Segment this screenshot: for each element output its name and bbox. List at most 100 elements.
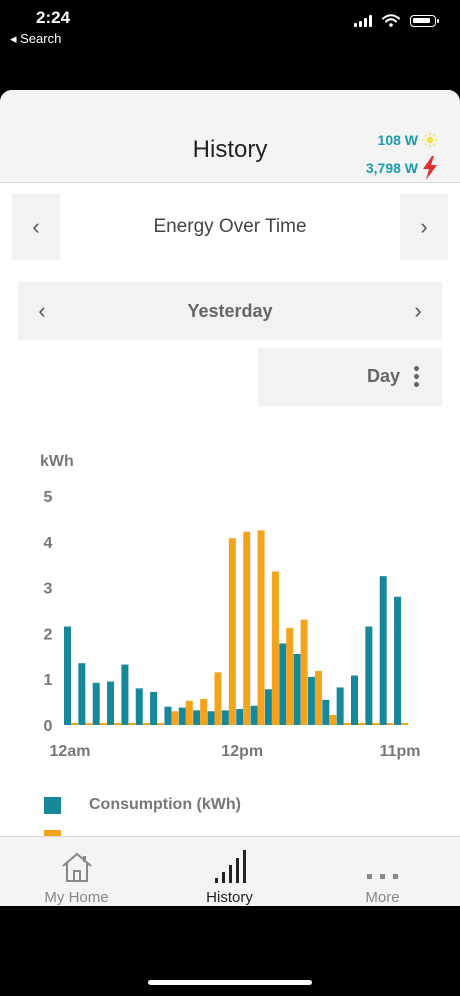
consumption-bar [394,596,402,725]
solar-bar [99,723,107,725]
tab-label-history: History [206,889,253,906]
tab-label-my-home: My Home [44,889,109,906]
tab-bar: My Home History [0,836,460,906]
consumption-bar [164,706,172,725]
consumption-bar [279,643,287,725]
solar-power-readout: 108 W [378,132,438,148]
tab-my-home[interactable]: My Home [0,837,153,906]
solar-bar [358,723,365,725]
period-label: Day [366,366,400,386]
more-options-icon [414,366,420,387]
consumption-bar [307,676,315,725]
x-tick-label: 12am [50,743,91,760]
y-tick-label: 3 [44,581,53,598]
y-axis-label: kWh [40,453,74,470]
x-tick-label: 11pm [380,743,421,760]
solar-bar [128,723,136,725]
legend-label-consumption: Consumption (kWh) [89,796,241,813]
back-to-search-link[interactable]: ◂ Search [10,31,62,46]
solar-bar [386,723,394,725]
solar-bar [171,711,179,725]
home-indicator [148,980,312,985]
legend-item-consumption: Consumption (kWh) [44,796,241,814]
chevron-left-icon: ‹ [38,298,46,323]
consumption-bar [92,682,100,725]
status-time: 2:24 [36,8,71,27]
chevron-right-icon: › [420,214,428,239]
solar-power-value: 108 W [377,132,418,148]
solar-bar [401,723,409,725]
consumption-bar [107,681,115,725]
x-tick-label: 12pm [221,743,263,760]
date-selector: Yesterday ‹ › [18,282,442,340]
tab-label-more: More [365,889,400,906]
consumption-bar [178,707,186,725]
chevron-right-icon: › [414,298,422,323]
solar-bar [85,723,93,725]
solar-bar [329,714,337,725]
battery-icon [410,14,439,27]
history-bars-icon [153,847,306,883]
page-title: History [192,136,268,163]
system-icons [354,14,439,27]
solar-bar [142,723,150,725]
energy-bar-chart: kWh 0 1 2 3 4 5 12am 12pm 11pm [40,453,421,760]
consumption-bar [150,692,158,725]
date-label: Yesterday [187,300,273,321]
consumption-bar [221,710,229,725]
more-dots-icon [306,847,459,883]
tab-history[interactable]: History [153,837,306,906]
consumption-bar [264,689,272,725]
sun-icon [422,132,438,148]
y-tick-label: 2 [44,626,53,643]
solar-bar [286,627,294,725]
grid-power-readout: 3,798 W [366,156,438,180]
solar-bar [343,723,351,725]
consumption-bar [322,699,330,725]
lightning-bolt-icon [423,156,437,180]
graph-title: Energy Over Time [153,216,307,237]
consumption-bar [207,711,215,725]
consumption-bar [336,687,344,725]
solar-bar [271,571,279,725]
legend-swatch-consumption [44,796,61,814]
consumption-bar [236,708,244,725]
previous-graph-button[interactable]: ‹ [12,194,60,260]
solar-bar [157,723,165,725]
consumption-bar [365,626,373,725]
home-icon [0,847,153,883]
solar-bar [314,670,322,725]
y-tick-label: 0 [44,718,53,735]
solar-bar [214,672,222,725]
y-tick-label: 4 [44,535,53,552]
solar-bar [71,723,78,725]
solar-bar [200,698,208,725]
grid-power-value: 3,798 W [365,160,418,176]
next-date-button[interactable]: › [398,282,438,340]
consumption-bar [250,705,258,725]
wifi-icon [382,14,400,27]
consumption-bar [121,664,129,725]
consumption-bar [64,626,71,725]
solar-bar [243,531,251,725]
chevron-left-icon: ‹ [32,214,40,239]
y-tick-label: 5 [44,489,53,506]
solar-bar [257,530,265,725]
next-graph-button[interactable]: › [400,194,448,260]
consumption-bar [78,663,86,725]
consumption-bar [293,654,301,725]
solar-bar [372,723,380,725]
consumption-bar [135,688,143,725]
cellular-signal-icon [354,14,372,27]
solar-bar [228,538,236,725]
solar-bar [300,619,308,725]
header: History 108 W 3,798 W [0,90,460,183]
period-selector-button[interactable]: Day [258,348,442,406]
y-tick-label: 1 [44,672,53,689]
tab-more[interactable]: More [306,837,459,906]
previous-date-button[interactable]: ‹ [22,282,62,340]
consumption-bar [193,710,201,725]
history-screen: History 108 W 3,798 W ‹ Energy Over Time [0,90,460,906]
solar-bar [185,700,193,725]
consumption-bar [379,576,387,725]
